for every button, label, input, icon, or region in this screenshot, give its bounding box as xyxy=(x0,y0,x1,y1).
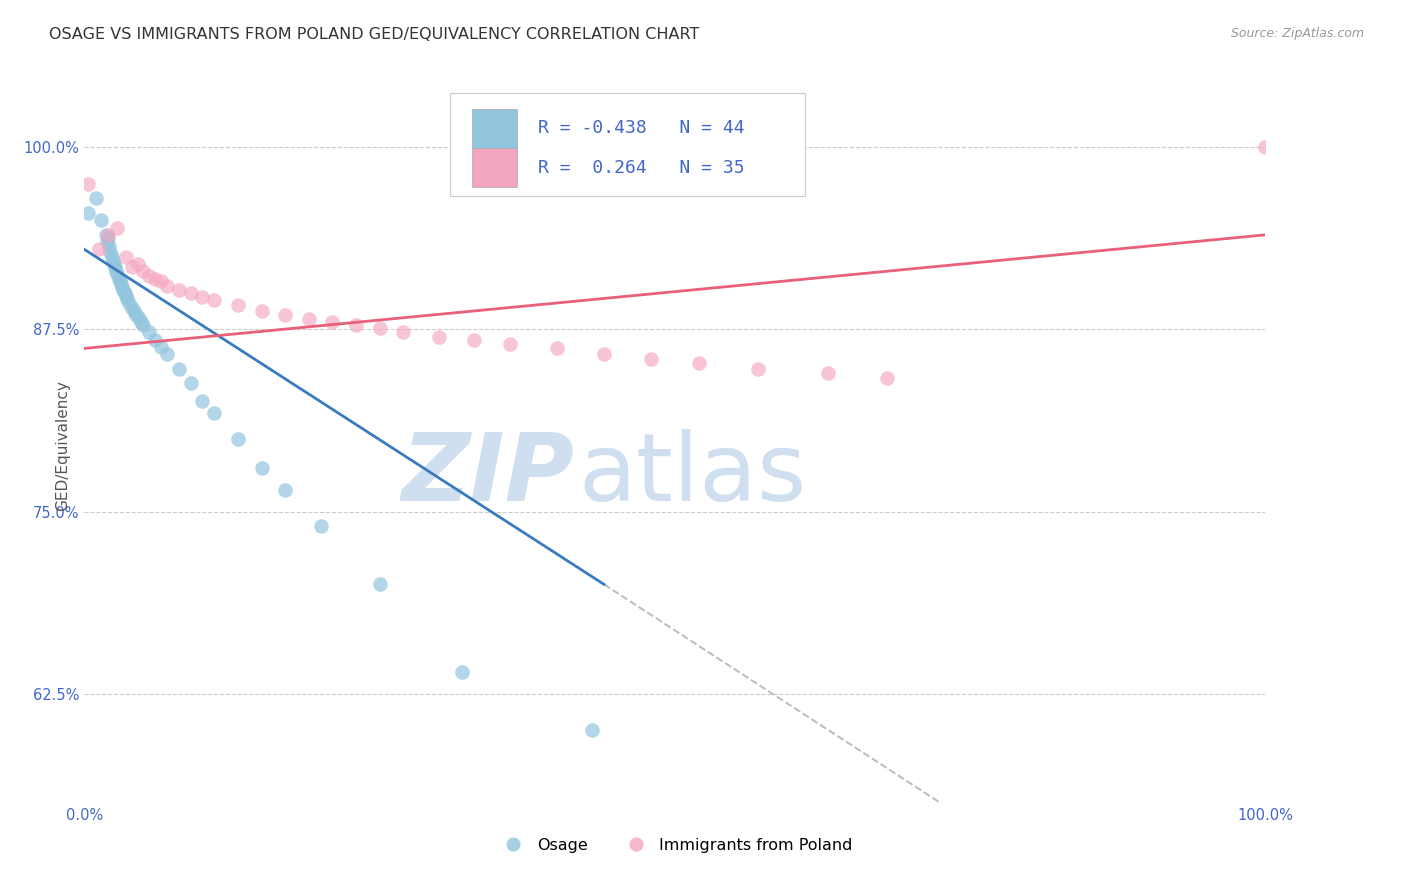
Point xyxy=(128,310,150,325)
Point xyxy=(180,376,202,391)
Text: R =  0.264   N = 35: R = 0.264 N = 35 xyxy=(538,159,745,177)
Point xyxy=(132,264,155,278)
Point xyxy=(98,245,121,260)
Point xyxy=(112,283,135,297)
Point xyxy=(191,393,214,408)
FancyBboxPatch shape xyxy=(450,93,804,196)
Point xyxy=(107,267,129,281)
Point xyxy=(107,271,129,285)
Point xyxy=(97,227,120,242)
Point xyxy=(309,519,332,533)
Point xyxy=(121,301,143,315)
Point xyxy=(77,206,100,220)
Point xyxy=(150,340,173,354)
Point xyxy=(191,290,214,304)
Point xyxy=(451,665,474,679)
Point xyxy=(274,483,297,497)
Point xyxy=(150,275,173,289)
Point xyxy=(156,278,179,293)
Point xyxy=(127,257,149,271)
Point xyxy=(107,220,129,235)
Point xyxy=(202,405,225,419)
Point xyxy=(581,723,603,737)
Point xyxy=(180,286,202,301)
Point xyxy=(122,303,145,318)
Point xyxy=(90,213,112,227)
Point xyxy=(100,250,122,264)
Point xyxy=(202,293,225,308)
Point xyxy=(392,326,415,340)
Point xyxy=(94,227,117,242)
Point xyxy=(876,370,898,384)
Point xyxy=(274,308,297,322)
Point xyxy=(817,366,839,380)
Point xyxy=(108,275,131,289)
Text: atlas: atlas xyxy=(578,428,806,521)
Point xyxy=(498,337,520,351)
Point xyxy=(121,260,143,274)
Point xyxy=(125,308,148,322)
Text: Source: ZipAtlas.com: Source: ZipAtlas.com xyxy=(1230,27,1364,40)
Point xyxy=(138,326,160,340)
FancyBboxPatch shape xyxy=(472,109,516,148)
Point xyxy=(593,347,616,361)
Point xyxy=(226,298,249,312)
FancyBboxPatch shape xyxy=(472,148,516,187)
Point xyxy=(98,239,121,253)
Point xyxy=(118,296,141,310)
Point xyxy=(640,351,662,366)
Point xyxy=(97,231,120,245)
Point xyxy=(546,342,568,356)
Point xyxy=(84,191,107,205)
Point xyxy=(104,260,127,274)
Point xyxy=(368,577,391,591)
Point xyxy=(167,361,190,376)
Point xyxy=(167,283,190,297)
Point xyxy=(156,347,179,361)
Point xyxy=(114,250,136,264)
Text: OSAGE VS IMMIGRANTS FROM POLAND GED/EQUIVALENCY CORRELATION CHART: OSAGE VS IMMIGRANTS FROM POLAND GED/EQUI… xyxy=(49,27,700,42)
Point xyxy=(427,330,450,344)
Point xyxy=(129,315,152,329)
Text: ZIP: ZIP xyxy=(402,428,575,521)
Point xyxy=(143,271,166,285)
Point xyxy=(138,268,160,283)
Point xyxy=(143,333,166,347)
Point xyxy=(250,460,273,475)
Legend: Osage, Immigrants from Poland: Osage, Immigrants from Poland xyxy=(491,831,859,859)
Point xyxy=(688,356,710,370)
Point xyxy=(114,286,136,301)
Point xyxy=(114,289,136,303)
Point xyxy=(103,257,125,271)
Point xyxy=(344,318,367,332)
Text: R = -0.438   N = 44: R = -0.438 N = 44 xyxy=(538,120,745,137)
Point xyxy=(87,243,110,257)
Point xyxy=(111,280,134,294)
Point xyxy=(105,264,128,278)
Point xyxy=(747,361,769,376)
Point xyxy=(250,303,273,318)
Point xyxy=(77,177,100,191)
Y-axis label: GED/Equivalency: GED/Equivalency xyxy=(55,381,70,511)
Point xyxy=(321,315,343,329)
Point xyxy=(298,312,321,326)
Point xyxy=(115,292,138,306)
Point xyxy=(101,254,124,268)
Point xyxy=(463,333,485,347)
Point xyxy=(132,318,155,332)
Point xyxy=(1254,140,1277,154)
Point xyxy=(368,321,391,335)
Point xyxy=(110,277,132,292)
Point xyxy=(96,235,118,249)
Point xyxy=(226,432,249,446)
